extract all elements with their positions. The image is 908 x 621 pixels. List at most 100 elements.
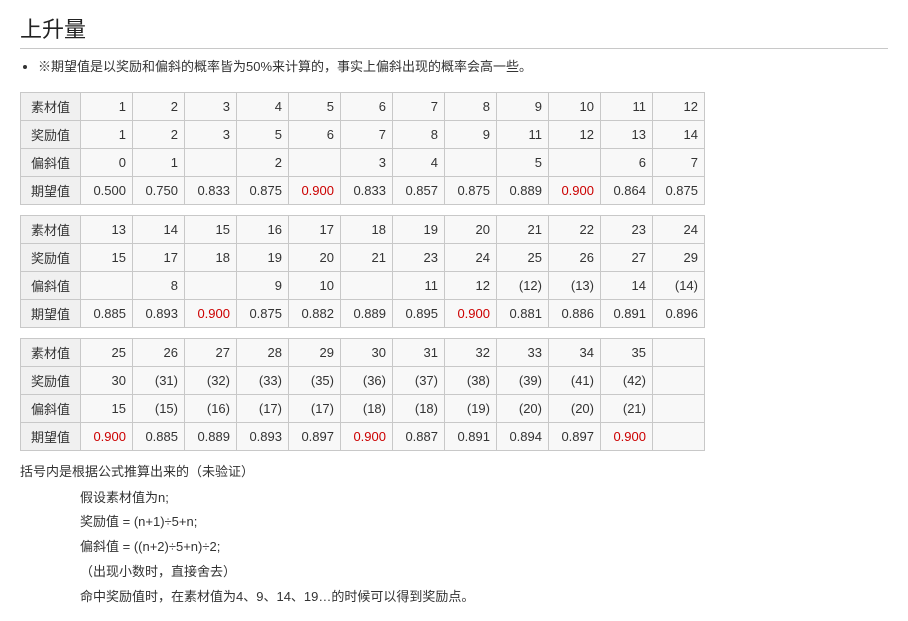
cell: 3 [185, 92, 237, 120]
cell: 28 [237, 338, 289, 366]
cell [81, 271, 133, 299]
cell: 0.889 [341, 299, 393, 327]
section-title: 上升量 [20, 12, 888, 49]
cell: 5 [237, 120, 289, 148]
cell: 0.893 [237, 422, 289, 450]
cell: 34 [549, 338, 601, 366]
cell: 30 [81, 366, 133, 394]
cell [653, 338, 705, 366]
cell: (21) [601, 394, 653, 422]
tables-container: 素材值123456789101112奖励值1235678911121314偏斜值… [20, 92, 888, 451]
note-item: ※期望值是以奖励和偏斜的概率皆为50%来计算的，事实上偏斜出现的概率会高一些。 [38, 57, 888, 78]
cell: (19) [445, 394, 497, 422]
cell: 16 [237, 215, 289, 243]
formula-line: 假设素材值为n; [80, 486, 888, 511]
cell: 0.891 [445, 422, 497, 450]
cell: 23 [601, 215, 653, 243]
row-header: 素材值 [21, 215, 81, 243]
cell: 20 [289, 243, 341, 271]
cell: 0.875 [653, 176, 705, 204]
cell: (13) [549, 271, 601, 299]
cell: 18 [185, 243, 237, 271]
cell: 0.889 [497, 176, 549, 204]
cell: 0.857 [393, 176, 445, 204]
cell: 13 [81, 215, 133, 243]
table-row: 偏斜值15(15)(16)(17)(17)(18)(18)(19)(20)(20… [21, 394, 705, 422]
note-list: ※期望值是以奖励和偏斜的概率皆为50%来计算的，事实上偏斜出现的概率会高一些。 [38, 57, 888, 78]
cell: (16) [185, 394, 237, 422]
cell: 8 [133, 271, 185, 299]
formula-line: 命中奖励值时，在素材值为4、9、14、19…的时候可以得到奖励点。 [80, 585, 888, 610]
cell [653, 394, 705, 422]
table-row: 素材值2526272829303132333435 [21, 338, 705, 366]
cell: 6 [341, 92, 393, 120]
cell: 15 [185, 215, 237, 243]
cell: 9 [497, 92, 549, 120]
cell: (12) [497, 271, 549, 299]
row-header: 偏斜值 [21, 148, 81, 176]
cell: 26 [549, 243, 601, 271]
cell: 0.885 [81, 299, 133, 327]
cell: 32 [445, 338, 497, 366]
cell: 0.900 [289, 176, 341, 204]
cell: 19 [393, 215, 445, 243]
cell: 18 [341, 215, 393, 243]
formula-line: （出现小数时，直接舍去） [80, 560, 888, 585]
formula-line: 偏斜值 = ((n+2)÷5+n)÷2; [80, 535, 888, 560]
cell: 17 [289, 215, 341, 243]
cell: 19 [237, 243, 289, 271]
cell: 35 [601, 338, 653, 366]
cell: (33) [237, 366, 289, 394]
cell: (15) [133, 394, 185, 422]
cell: 20 [445, 215, 497, 243]
cell: 24 [445, 243, 497, 271]
table-row: 奖励值151718192021232425262729 [21, 243, 705, 271]
cell: 0.893 [133, 299, 185, 327]
table-row: 素材值131415161718192021222324 [21, 215, 705, 243]
cell: (31) [133, 366, 185, 394]
cell: 13 [601, 120, 653, 148]
cell: (17) [237, 394, 289, 422]
table-row: 期望值0.5000.7500.8330.8750.9000.8330.8570.… [21, 176, 705, 204]
cell [185, 271, 237, 299]
cell: 27 [601, 243, 653, 271]
data-table: 素材值123456789101112奖励值1235678911121314偏斜值… [20, 92, 705, 205]
cell: 33 [497, 338, 549, 366]
cell: 4 [393, 148, 445, 176]
cell: 0.833 [341, 176, 393, 204]
cell: 0.891 [601, 299, 653, 327]
row-header: 期望值 [21, 176, 81, 204]
table-row: 期望值0.8850.8930.9000.8750.8820.8890.8950.… [21, 299, 705, 327]
table-row: 奖励值30(31)(32)(33)(35)(36)(37)(38)(39)(41… [21, 366, 705, 394]
cell: (35) [289, 366, 341, 394]
cell: 31 [393, 338, 445, 366]
cell: 0.900 [185, 299, 237, 327]
cell: 1 [81, 92, 133, 120]
cell: 0.897 [549, 422, 601, 450]
cell: 0.875 [445, 176, 497, 204]
cell: 29 [653, 243, 705, 271]
cell: 2 [133, 92, 185, 120]
cell: 25 [81, 338, 133, 366]
cell: 14 [601, 271, 653, 299]
cell: 30 [341, 338, 393, 366]
cell: 8 [445, 92, 497, 120]
row-header: 奖励值 [21, 366, 81, 394]
cell: 2 [237, 148, 289, 176]
cell: 5 [289, 92, 341, 120]
cell: 10 [549, 92, 601, 120]
formula-block: 假设素材值为n;奖励值 = (n+1)÷5+n;偏斜值 = ((n+2)÷5+n… [80, 486, 888, 609]
cell: (38) [445, 366, 497, 394]
cell: (20) [497, 394, 549, 422]
cell: 23 [393, 243, 445, 271]
cell: 0.750 [133, 176, 185, 204]
cell: 0.500 [81, 176, 133, 204]
cell: 0.894 [497, 422, 549, 450]
cell: 11 [497, 120, 549, 148]
cell [445, 148, 497, 176]
cell: 1 [81, 120, 133, 148]
row-header: 奖励值 [21, 120, 81, 148]
cell: (36) [341, 366, 393, 394]
cell [653, 422, 705, 450]
cell: 5 [497, 148, 549, 176]
